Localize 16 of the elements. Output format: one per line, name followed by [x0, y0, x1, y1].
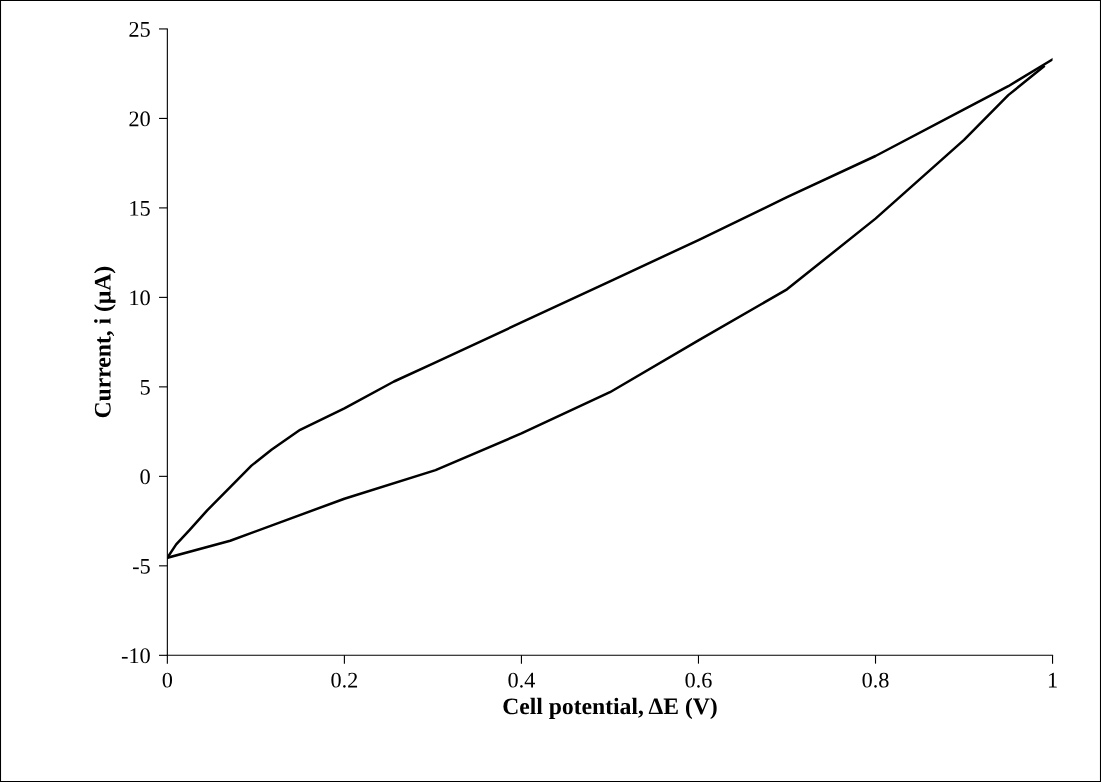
- y-tick-label: 10: [130, 290, 150, 306]
- y-tick-label: 15: [130, 200, 150, 216]
- y-tick-label: 5: [140, 380, 150, 395]
- x-axis-title: Cell potential, ΔE (V): [503, 697, 717, 720]
- y-tick-label: 0: [140, 469, 150, 485]
- y-tick-label: -5: [133, 558, 150, 574]
- x-tick-label: 0.6: [685, 672, 712, 688]
- y-tick-label: 25: [129, 21, 150, 37]
- x-tick-label: 0.4: [508, 672, 535, 688]
- x-tick-label: 0.8: [862, 672, 889, 688]
- y-tick-label: 20: [129, 111, 150, 127]
- x-tick-label: 0.2: [331, 672, 358, 688]
- x-tick-label: 0: [162, 672, 173, 688]
- y-axis-title: Current, i (μA): [94, 266, 116, 418]
- y-tick-label: -10: [121, 648, 150, 664]
- x-tick-label: 1: [1048, 672, 1057, 688]
